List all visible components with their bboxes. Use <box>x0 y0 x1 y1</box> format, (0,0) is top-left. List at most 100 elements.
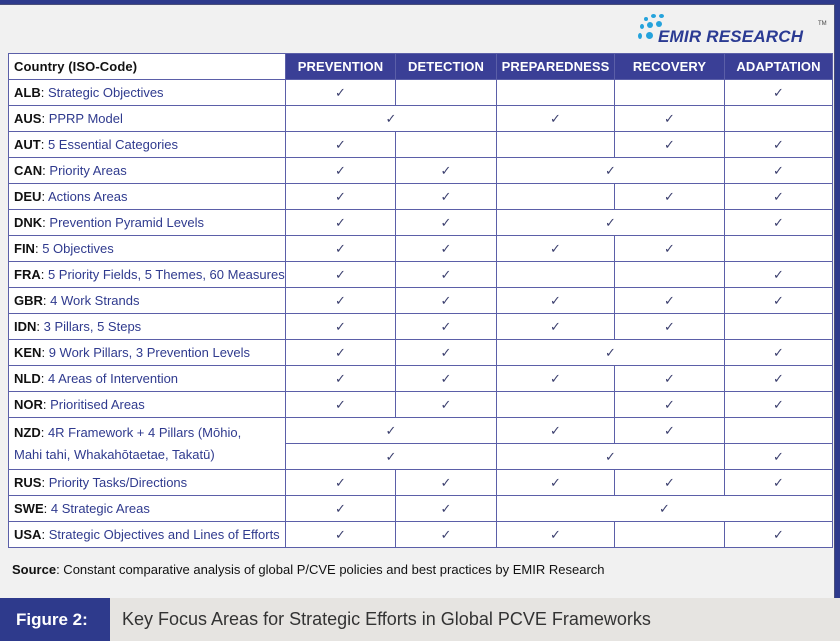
country-sep: : <box>36 319 41 334</box>
country-code: IDN <box>14 319 37 334</box>
framework-name: Strategic Objectives <box>44 85 164 100</box>
check-icon: ✓ <box>773 292 784 308</box>
country-label: IDN: 3 Pillars, 5 Steps <box>8 313 286 340</box>
header-recovery: RECOVERY <box>614 53 725 80</box>
empty-cell <box>614 521 725 548</box>
check-icon: ✓ <box>773 162 784 178</box>
check-icon: ✓ <box>440 188 452 204</box>
country-code: AUT <box>14 137 41 152</box>
framework-name: Priority Areas <box>45 163 127 178</box>
check-icon: ✓ <box>773 136 784 152</box>
framework-name: Actions Areas <box>45 189 128 204</box>
check-cell: ✓ <box>285 391 396 418</box>
source-label: Source <box>12 562 57 577</box>
check-icon: ✓ <box>335 136 346 152</box>
check-icon: ✓ <box>773 474 784 490</box>
country-code: KEN <box>14 345 42 360</box>
framework-name: 9 Work Pillars, 3 Prevention Levels <box>45 345 251 360</box>
check-icon: ✓ <box>773 396 784 412</box>
check-cell: ✓ <box>496 209 725 236</box>
country-code: NOR <box>14 397 43 412</box>
check-cell: ✓ <box>496 235 615 262</box>
check-icon: ✓ <box>335 344 346 360</box>
check-cell: ✓ <box>496 521 615 548</box>
check-cell: ✓ <box>285 469 396 496</box>
logo-text: EMIR RESEARCH <box>658 27 804 46</box>
table-row: DEU: Actions Areas ✓ ✓ ✓ ✓ <box>8 183 833 210</box>
empty-cell <box>496 131 615 158</box>
table-row: AUS: PPRP Model ✓ ✓ ✓ <box>8 105 833 132</box>
logo-dot <box>638 33 642 39</box>
check-cell: ✓ <box>395 235 497 262</box>
check-icon: ✓ <box>664 474 675 490</box>
check-cell: ✓ <box>724 261 833 288</box>
check-cell: ✓ <box>724 131 833 158</box>
country-code: USA <box>14 527 42 542</box>
check-icon: ✓ <box>550 370 561 386</box>
check-cell: ✓ <box>614 287 725 314</box>
country-sep: : <box>41 189 46 204</box>
check-icon: ✓ <box>335 500 346 516</box>
focus-areas-table: Country (ISO-Code) PREVENTION DETECTION … <box>8 53 833 548</box>
country-sep: : <box>41 111 46 126</box>
check-icon: ✓ <box>550 318 561 334</box>
check-icon: ✓ <box>385 448 397 464</box>
check-icon: ✓ <box>385 422 397 438</box>
framework-name: 3 Pillars, 5 Steps <box>40 319 142 334</box>
country-code: RUS <box>14 475 42 490</box>
logo-dot <box>640 24 644 29</box>
check-cell: ✓ <box>496 105 615 132</box>
check-cell: ✓ <box>496 417 615 444</box>
check-icon: ✓ <box>440 474 452 490</box>
check-cell: ✓ <box>724 157 833 184</box>
framework-name: 5 Essential Categories <box>44 137 179 152</box>
check-cell: ✓ <box>724 339 833 366</box>
header-adaptation: ADAPTATION <box>724 53 833 80</box>
country-label: DEU: Actions Areas <box>8 183 286 210</box>
check-cell: ✓ <box>285 79 396 106</box>
check-cell: ✓ <box>285 339 396 366</box>
framework-name: 5 Objectives <box>38 241 114 256</box>
check-icon: ✓ <box>773 188 784 204</box>
header-prevention: PREVENTION <box>285 53 396 80</box>
check-cell: ✓ <box>724 79 833 106</box>
check-icon: ✓ <box>664 422 675 438</box>
check-cell: ✓ <box>614 391 725 418</box>
country-sep: : <box>40 371 45 386</box>
country-sep: : <box>40 85 45 100</box>
figure-label: Figure 2: <box>0 598 110 641</box>
source-note: Source: Constant comparative analysis of… <box>8 562 832 577</box>
check-icon: ✓ <box>773 448 784 464</box>
check-cell: ✓ <box>285 417 497 444</box>
check-cell: ✓ <box>496 313 615 340</box>
check-icon: ✓ <box>440 240 452 256</box>
check-cell: ✓ <box>395 339 497 366</box>
check-cell: ✓ <box>285 521 396 548</box>
table-row: NLD: 4 Areas of Intervention ✓ ✓ ✓ ✓ ✓ <box>8 365 833 392</box>
check-icon: ✓ <box>550 240 561 256</box>
empty-cell <box>724 235 833 262</box>
check-icon: ✓ <box>335 214 346 230</box>
check-cell: ✓ <box>614 131 725 158</box>
empty-cell <box>724 105 833 132</box>
check-cell: ✓ <box>285 365 396 392</box>
country-code: SWE <box>14 501 44 516</box>
figure-panel: EMIR RESEARCH TM Country (ISO-Code) PREV… <box>0 4 835 600</box>
table-row: USA: Strategic Objectives and Lines of E… <box>8 521 833 548</box>
check-cell: ✓ <box>285 287 396 314</box>
table-row: RUS: Priority Tasks/Directions ✓ ✓ ✓ ✓ ✓ <box>8 469 833 496</box>
check-cell: ✓ <box>724 365 833 392</box>
check-icon: ✓ <box>440 500 452 516</box>
country-code: GBR <box>14 293 43 308</box>
check-cell: ✓ <box>496 365 615 392</box>
check-icon: ✓ <box>773 370 784 386</box>
check-cell: ✓ <box>724 183 833 210</box>
check-cell: ✓ <box>395 157 497 184</box>
logo-trademark: TM <box>818 21 827 27</box>
check-cell: ✓ <box>724 209 833 236</box>
logo-dot <box>656 21 662 27</box>
country-label: USA: Strategic Objectives and Lines of E… <box>8 521 286 548</box>
check-icon: ✓ <box>773 214 784 230</box>
check-cell: ✓ <box>614 365 725 392</box>
check-cell: ✓ <box>395 365 497 392</box>
